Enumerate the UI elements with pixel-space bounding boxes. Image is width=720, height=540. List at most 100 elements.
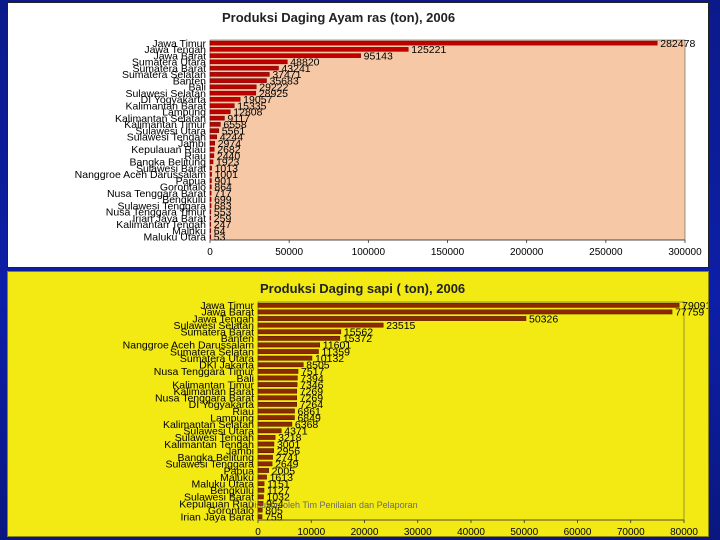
x-tick-label: 0 [255, 527, 261, 536]
data-label: 2741 [276, 452, 300, 464]
category-label: Riau [184, 150, 206, 162]
x-tick-label: 250000 [589, 247, 623, 258]
bar [257, 441, 275, 447]
category-label: Lampung [162, 107, 206, 119]
data-label: 2974 [218, 138, 242, 150]
category-label: DI Yogyakarta [141, 94, 207, 106]
category-label: Bali [188, 82, 206, 94]
x-tick-label: 20000 [351, 527, 379, 536]
data-label: 864 [214, 182, 232, 194]
bar [209, 53, 361, 58]
category-label: Kalimantan Timur [172, 379, 254, 391]
bar [209, 84, 257, 90]
bar [257, 375, 298, 381]
category-label: Kepulauan Riau [131, 144, 206, 156]
data-label: 10132 [315, 353, 344, 365]
bar [257, 388, 297, 394]
bar [257, 355, 313, 361]
bar [209, 47, 409, 52]
data-label: 6368 [295, 419, 319, 431]
category-label: Kalimantan Tengah [116, 219, 206, 231]
category-label: Lampung [210, 412, 254, 424]
bar [209, 197, 212, 202]
data-label: 3218 [278, 432, 302, 444]
category-label: Kalimantan Timur [124, 119, 206, 131]
x-tick-label: 100000 [352, 247, 386, 258]
bar [209, 165, 212, 171]
bar [257, 349, 319, 354]
category-label: Nusa Tenggara Timur [106, 207, 207, 219]
category-label: Nusa Tenggara Barat [107, 188, 206, 200]
data-label: 23515 [386, 320, 415, 332]
bar [257, 329, 342, 335]
data-label: 4244 [220, 132, 244, 144]
category-label: Banten [221, 333, 254, 345]
data-label: 64 [214, 225, 226, 237]
category-label: Papua [224, 465, 255, 477]
data-label: 19057 [243, 94, 272, 106]
x-tick-label: 30000 [404, 527, 432, 536]
data-label: 717 [214, 188, 232, 200]
category-label: Nanggroe Aceh Darussalam [123, 340, 255, 352]
data-label: 7264 [300, 399, 324, 411]
bar [257, 362, 304, 368]
data-label: 683 [214, 200, 232, 212]
bar [209, 222, 212, 227]
x-tick-label: 50000 [275, 247, 303, 258]
data-label: 1013 [215, 163, 239, 175]
category-label: Sumatera Barat [180, 327, 254, 339]
bar [209, 178, 212, 183]
data-label: 759 [265, 511, 283, 523]
data-label: 5561 [222, 125, 246, 137]
beef-chart-panel: Produksi Daging sapi ( ton), 2006 Jawa Ti… [7, 271, 709, 537]
bar [257, 461, 273, 467]
category-label: Sulawesi Utara [135, 125, 206, 137]
data-label: 6861 [298, 406, 322, 418]
category-label: Sulawesi Tengah [175, 432, 254, 444]
data-label: 2005 [272, 465, 296, 477]
category-label: Sumatera Utara [180, 353, 254, 365]
category-label: Maluku Utara [192, 478, 255, 490]
data-label: 1151 [267, 478, 290, 490]
bar [257, 395, 297, 401]
data-label: 29222 [259, 82, 288, 94]
watermark-text: Disusun oleh Tim Penilaian dan Pelaporan [248, 500, 418, 510]
data-label: 53 [214, 232, 226, 244]
data-label: 48820 [290, 57, 319, 69]
category-label: Jawa Timur [200, 300, 254, 312]
data-label: 15562 [344, 327, 373, 339]
category-label: Irian Jaya Barat [132, 213, 206, 225]
category-label: Jambi [226, 445, 254, 457]
data-label: 954 [266, 498, 284, 510]
bar [209, 228, 212, 233]
bar [257, 501, 264, 506]
category-label: Sulawesi Tengah [127, 132, 206, 144]
bar [257, 474, 267, 480]
data-label: 77759 [675, 307, 704, 319]
category-label: Sulawesi Selatan [125, 88, 206, 100]
category-label: Nusa Tenggara Barat [155, 393, 254, 405]
bar [209, 109, 231, 115]
data-label: 699 [214, 194, 232, 206]
bar [209, 65, 279, 71]
bar [257, 448, 274, 454]
plot-area [209, 39, 686, 241]
category-label: Kalimantan Barat [125, 100, 206, 112]
bar [257, 316, 527, 321]
data-label: 2649 [275, 459, 299, 471]
data-label: 7394 [300, 373, 324, 385]
bar [257, 309, 673, 315]
category-label: Nusa Tenggara Timur [154, 366, 255, 378]
data-label: 79091 [682, 300, 708, 312]
category-label: DKI Jakarta [199, 360, 254, 372]
data-label: 6849 [297, 412, 321, 424]
x-tick-label: 200000 [510, 247, 544, 258]
data-label: 11601 [323, 340, 352, 352]
category-label: DI Yogyakarta [189, 399, 255, 411]
bar [209, 203, 212, 208]
data-label: 805 [265, 505, 283, 517]
category-label: Jawa Barat [201, 307, 254, 319]
category-label: Gorontalo [208, 505, 254, 517]
data-label: 1032 [266, 492, 290, 504]
category-label: Sulawesi Tenggara [165, 459, 254, 471]
